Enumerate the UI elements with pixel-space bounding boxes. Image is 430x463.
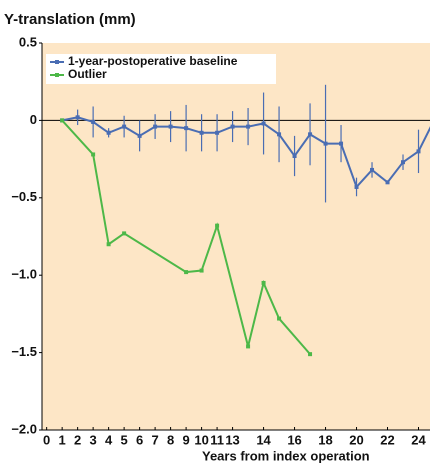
x-tick-label: 20 bbox=[349, 432, 363, 447]
marker bbox=[137, 133, 142, 138]
marker bbox=[277, 316, 282, 321]
marker bbox=[323, 141, 328, 146]
marker bbox=[246, 124, 251, 129]
marker bbox=[106, 130, 111, 135]
legend-label: Outlier bbox=[68, 67, 107, 81]
x-tick-label: 18 bbox=[318, 432, 332, 447]
x-tick-label: 16 bbox=[287, 432, 301, 447]
x-tick-label: 11 bbox=[210, 432, 224, 447]
marker bbox=[122, 231, 127, 236]
marker bbox=[91, 152, 96, 157]
marker bbox=[75, 115, 80, 120]
plot-background bbox=[42, 43, 430, 430]
marker bbox=[277, 132, 282, 137]
marker bbox=[91, 119, 96, 124]
marker bbox=[246, 344, 251, 349]
x-tick-label: 14 bbox=[256, 432, 271, 447]
y-tick-label: −2.0 bbox=[11, 421, 37, 436]
x-tick-label: 10 bbox=[194, 432, 208, 447]
x-axis-label: Years from index operation bbox=[202, 448, 370, 463]
marker bbox=[292, 154, 297, 159]
marker bbox=[354, 184, 359, 189]
marker bbox=[199, 130, 204, 135]
legend-marker bbox=[55, 73, 59, 77]
x-tick-label: 4 bbox=[105, 432, 113, 447]
marker bbox=[401, 160, 406, 165]
marker bbox=[339, 141, 344, 146]
x-tick-label: 1 bbox=[59, 432, 66, 447]
marker bbox=[385, 180, 390, 185]
y-tick-label: −0.5 bbox=[11, 189, 37, 204]
marker bbox=[215, 223, 220, 228]
x-tick-label: 9 bbox=[182, 432, 189, 447]
x-tick-label: 3 bbox=[90, 432, 97, 447]
y-tick-label: −1.5 bbox=[11, 344, 37, 359]
x-tick-label: 22 bbox=[380, 432, 394, 447]
legend-box bbox=[46, 54, 276, 84]
y-tick-label: 0.5 bbox=[19, 34, 37, 49]
marker bbox=[230, 124, 235, 129]
x-tick-label: 5 bbox=[121, 432, 128, 447]
marker bbox=[261, 121, 266, 126]
x-tick-label: 8 bbox=[167, 432, 174, 447]
marker bbox=[153, 124, 158, 129]
marker bbox=[106, 242, 111, 247]
marker bbox=[184, 126, 189, 131]
x-tick-label: 0 bbox=[43, 432, 50, 447]
marker bbox=[199, 268, 204, 273]
x-tick-label: 7 bbox=[151, 432, 158, 447]
x-tick-label: 2 bbox=[74, 432, 81, 447]
marker bbox=[60, 118, 65, 123]
chart-title: Y-translation (mm) bbox=[4, 11, 136, 28]
legend-marker bbox=[55, 60, 59, 64]
y-tick-label: −1.0 bbox=[11, 267, 37, 282]
x-tick-label: 24 bbox=[411, 432, 426, 447]
x-tick-label: 6 bbox=[136, 432, 143, 447]
marker bbox=[308, 132, 313, 137]
marker bbox=[308, 352, 313, 357]
marker bbox=[184, 270, 189, 275]
legend-label: 1-year-postoperative baseline bbox=[68, 54, 238, 68]
marker bbox=[168, 124, 173, 129]
x-tick-label: 13 bbox=[225, 432, 239, 447]
marker bbox=[370, 167, 375, 172]
y-tick-label: 0 bbox=[30, 112, 37, 127]
marker bbox=[416, 149, 421, 154]
marker bbox=[215, 130, 220, 135]
marker bbox=[122, 124, 127, 129]
marker bbox=[261, 280, 266, 285]
